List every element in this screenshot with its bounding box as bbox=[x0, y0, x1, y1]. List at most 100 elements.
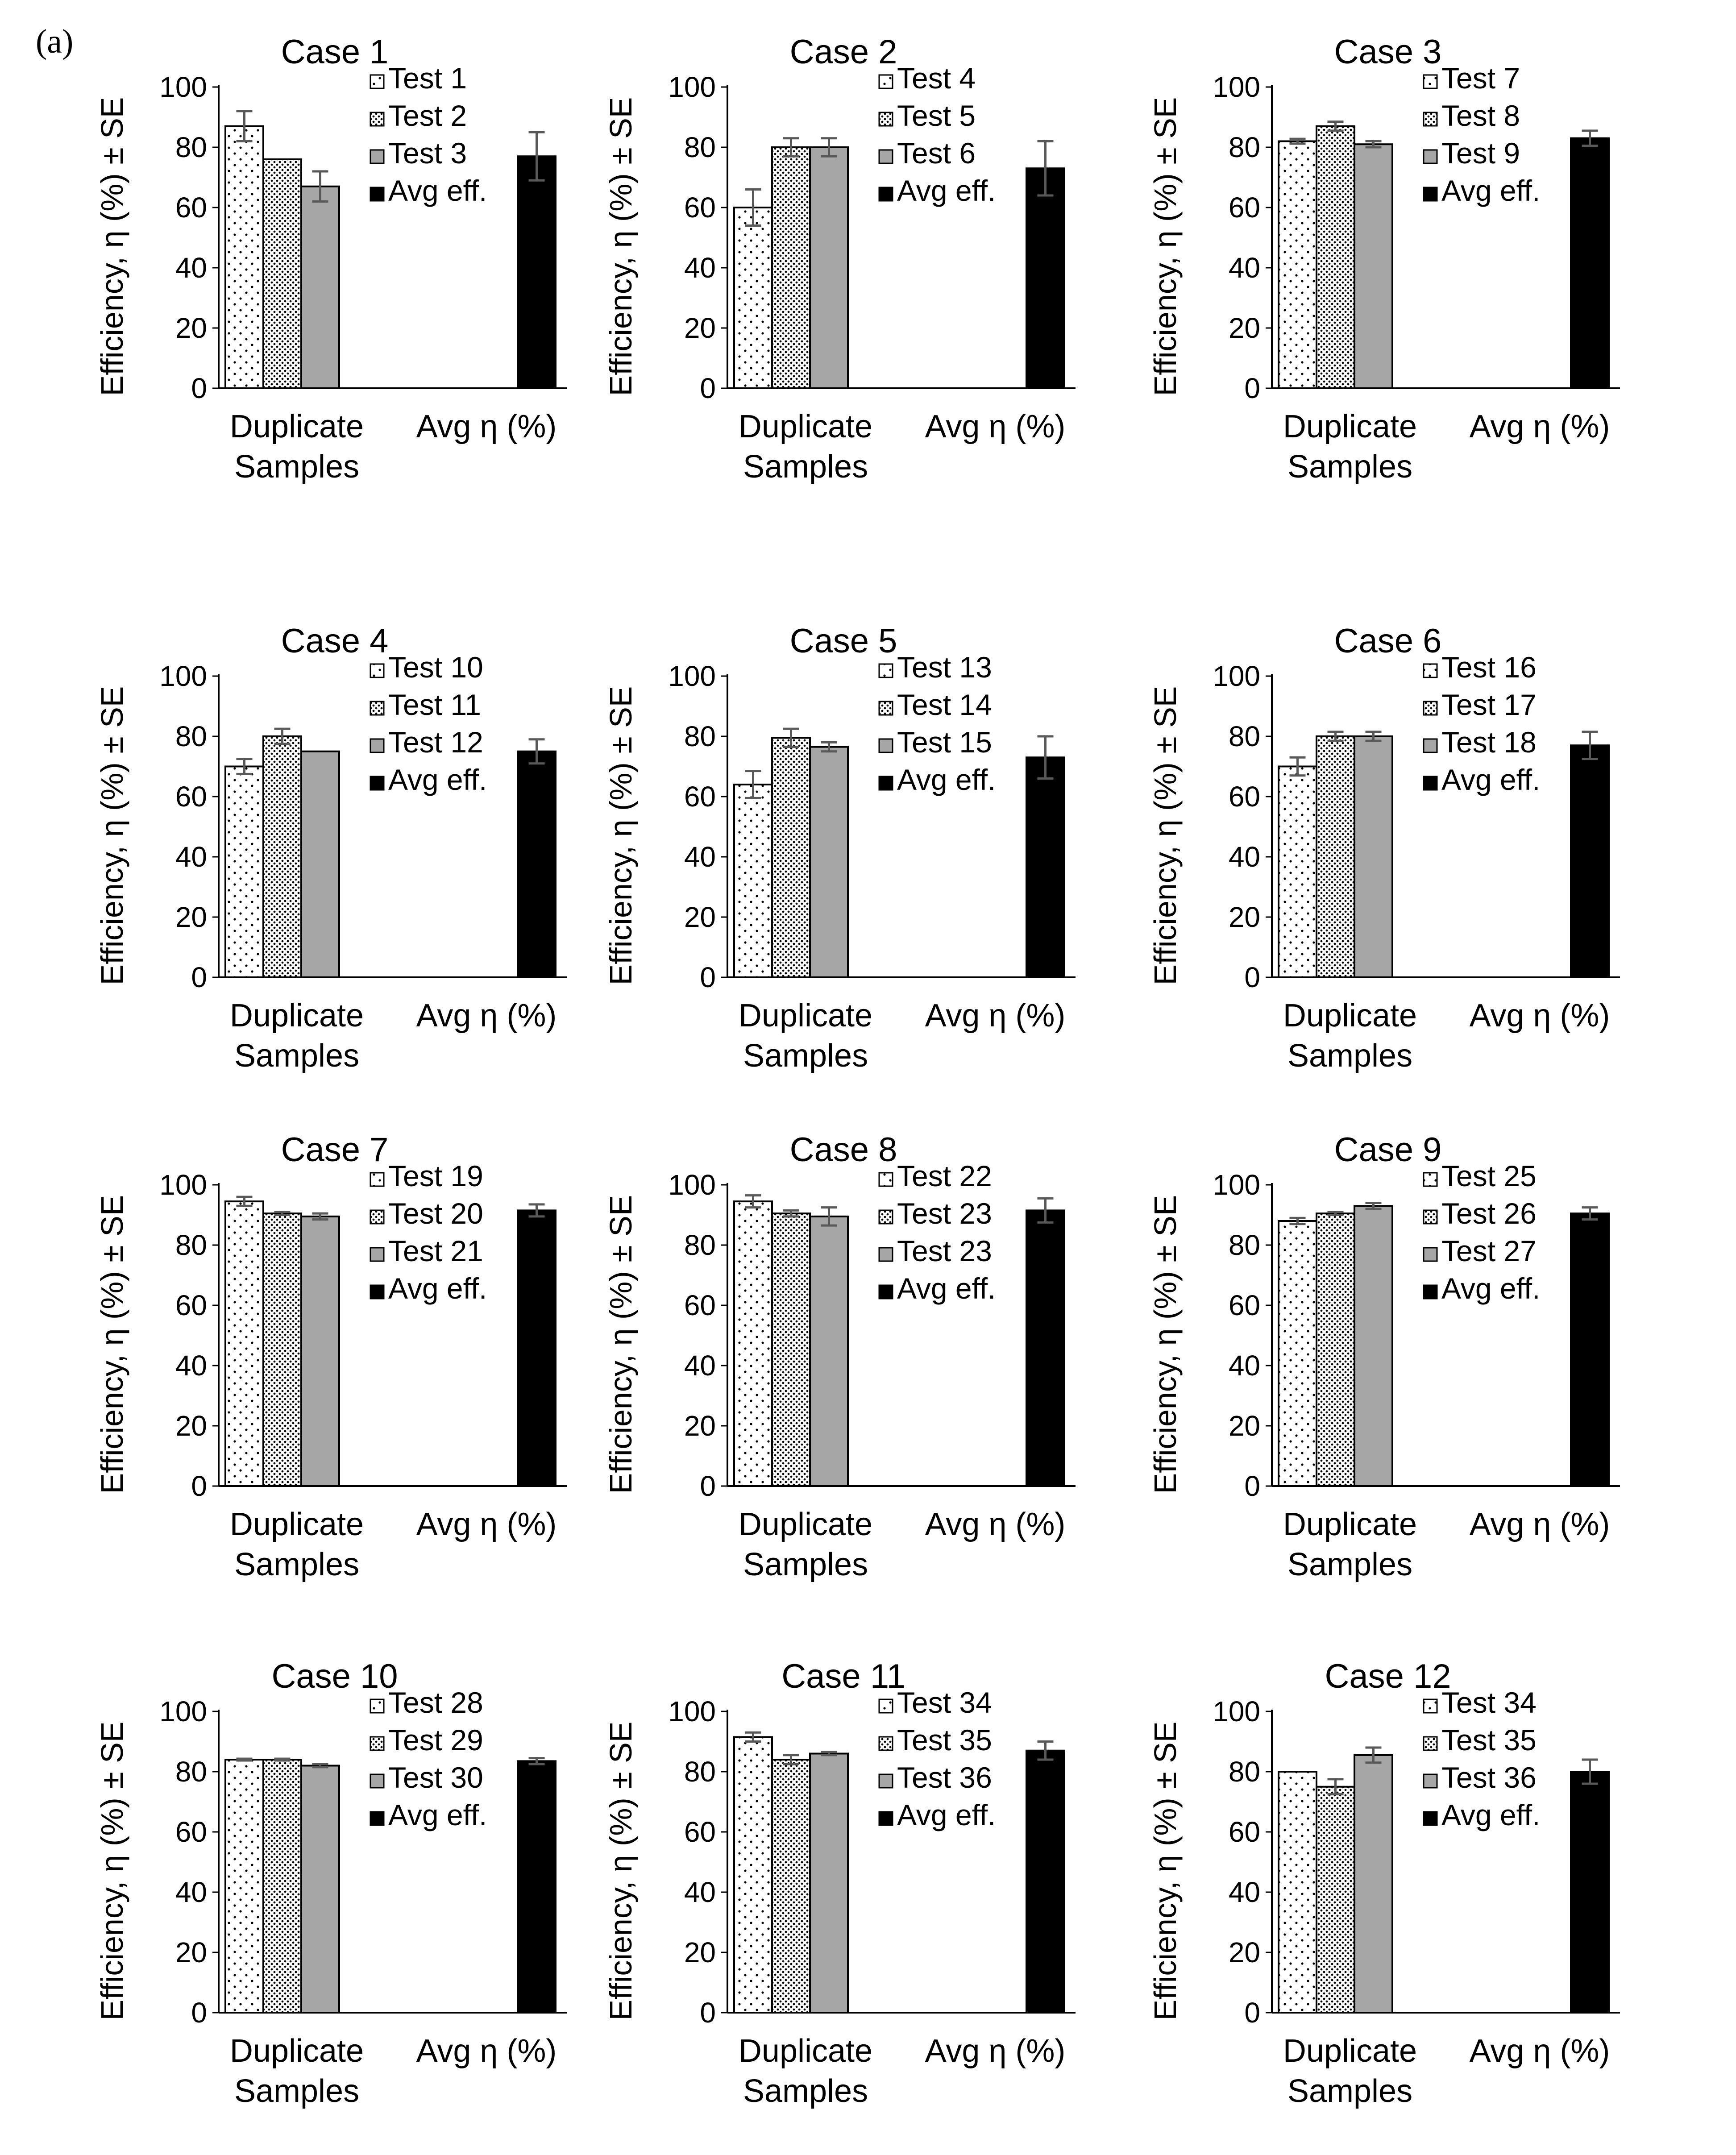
legend-label: Test 30 bbox=[388, 1761, 483, 1794]
legend-label: Test 14 bbox=[897, 688, 992, 721]
y-tick-label: 0 bbox=[700, 1997, 716, 2029]
chart-title: Case 1 bbox=[281, 33, 389, 71]
y-tick-label: 0 bbox=[1244, 961, 1260, 993]
y-tick-label: 40 bbox=[175, 252, 207, 284]
y-tick-label: 20 bbox=[1229, 1410, 1260, 1442]
y-tick-label: 80 bbox=[684, 720, 716, 752]
y-tick-label: 100 bbox=[1213, 71, 1260, 103]
x-category-label: Duplicate bbox=[739, 1507, 872, 1542]
bar-avg-eff- bbox=[517, 750, 557, 978]
chart-title: Case 10 bbox=[271, 1657, 398, 1695]
chart-title: Case 8 bbox=[790, 1131, 897, 1169]
legend-swatch bbox=[1423, 738, 1438, 753]
legend-swatch bbox=[1423, 1172, 1438, 1187]
x-category-label: Samples bbox=[1287, 2073, 1412, 2109]
y-tick-label: 20 bbox=[1229, 312, 1260, 344]
x-category-label: Avg η (%) bbox=[416, 998, 557, 1034]
bar-test-1 bbox=[224, 125, 264, 389]
legend-swatch bbox=[878, 1209, 893, 1225]
chart-title: Case 7 bbox=[281, 1131, 389, 1169]
bar-avg-eff- bbox=[1570, 1212, 1610, 1487]
legend-swatch bbox=[1423, 1773, 1438, 1789]
x-category-label: Duplicate bbox=[1283, 2033, 1417, 2069]
y-tick-label: 0 bbox=[191, 961, 207, 993]
bar-test-21 bbox=[300, 1215, 340, 1487]
x-category-label: Duplicate bbox=[1283, 1507, 1417, 1542]
legend-swatch bbox=[370, 112, 385, 127]
chart-case-8: Case 8 Efficiency, η (%) ± SE 0 20 40 60 80 100… bbox=[603, 1131, 1076, 1582]
bar-test-30 bbox=[300, 1765, 340, 2014]
legend-swatch bbox=[370, 776, 385, 791]
y-tick-label: 100 bbox=[668, 660, 716, 692]
legend-swatch bbox=[878, 701, 893, 716]
bar-avg-eff- bbox=[517, 155, 557, 389]
bar-test-35 bbox=[771, 1759, 811, 2014]
bar-avg-eff- bbox=[1570, 1771, 1610, 2014]
legend-label: Avg eff. bbox=[897, 1798, 996, 1831]
chart-title: Case 4 bbox=[281, 622, 389, 660]
bar-test-34 bbox=[1278, 1771, 1317, 2014]
x-category-label: Samples bbox=[234, 1038, 359, 1074]
legend-label: Test 36 bbox=[897, 1761, 992, 1794]
y-tick-label: 80 bbox=[175, 1756, 207, 1788]
legend-swatch bbox=[1423, 1698, 1438, 1714]
legend-label: Test 19 bbox=[388, 1159, 483, 1192]
legend-label: Test 7 bbox=[1441, 62, 1520, 95]
x-category-label: Avg η (%) bbox=[416, 2033, 557, 2069]
bar-test-13 bbox=[733, 784, 773, 978]
legend-swatch bbox=[878, 112, 893, 127]
y-tick-label: 60 bbox=[1229, 191, 1260, 224]
bar-avg-eff- bbox=[1026, 1749, 1065, 2014]
y-axis-label: Efficiency, η (%) ± SE bbox=[1148, 1722, 1183, 2021]
legend-label: Test 34 bbox=[897, 1686, 992, 1719]
y-tick-label: 80 bbox=[175, 1229, 207, 1261]
y-tick-label: 100 bbox=[159, 71, 207, 103]
legend-swatch bbox=[370, 1811, 385, 1826]
y-tick-label: 100 bbox=[668, 1695, 716, 1727]
bar-test-4 bbox=[733, 207, 773, 389]
legend-label: Test 36 bbox=[1441, 1761, 1537, 1794]
y-tick-label: 20 bbox=[1229, 901, 1260, 933]
bar-avg-eff- bbox=[1570, 744, 1610, 978]
bar-test-10 bbox=[224, 765, 264, 978]
x-category-label: Duplicate bbox=[739, 409, 872, 444]
y-tick-label: 100 bbox=[1213, 1169, 1260, 1201]
bar-avg-eff- bbox=[1570, 137, 1610, 389]
legend-label: Test 35 bbox=[1441, 1723, 1537, 1756]
y-tick-label: 60 bbox=[684, 1289, 716, 1321]
legend-label: Test 15 bbox=[897, 726, 992, 759]
chart-title: Case 6 bbox=[1334, 622, 1442, 660]
bar-avg-eff- bbox=[1026, 167, 1065, 389]
y-tick-label: 80 bbox=[684, 1229, 716, 1261]
bar-test-12 bbox=[300, 750, 340, 978]
x-category-label: Avg η (%) bbox=[1470, 998, 1610, 1034]
x-category-label: Avg η (%) bbox=[925, 409, 1066, 444]
legend-label: Avg eff. bbox=[1441, 763, 1540, 796]
x-category-label: Avg η (%) bbox=[416, 1507, 557, 1542]
legend-label: Avg eff. bbox=[388, 174, 487, 207]
bar-test-16 bbox=[1278, 765, 1317, 978]
bar-test-25 bbox=[1278, 1220, 1317, 1487]
y-tick-label: 40 bbox=[684, 1876, 716, 1908]
x-category-label: Duplicate bbox=[739, 2033, 872, 2069]
legend-swatch bbox=[1423, 1247, 1438, 1262]
legend-swatch bbox=[878, 776, 893, 791]
chart-case-2: Case 2 Efficiency, η (%) ± SE 0 20 40 60 80 100… bbox=[603, 33, 1076, 485]
y-axis-label: Efficiency, η (%) ± SE bbox=[1148, 686, 1183, 985]
y-tick-label: 20 bbox=[175, 901, 207, 933]
legend-label: Test 23 bbox=[897, 1234, 992, 1267]
y-tick-label: 100 bbox=[159, 1169, 207, 1201]
legend-label: Avg eff. bbox=[1441, 1272, 1540, 1305]
y-tick-label: 60 bbox=[684, 191, 716, 224]
chart-title: Case 5 bbox=[790, 622, 897, 660]
legend-swatch bbox=[1423, 187, 1438, 202]
legend-label: Avg eff. bbox=[897, 1272, 996, 1305]
y-tick-label: 60 bbox=[1229, 1816, 1260, 1848]
y-tick-label: 40 bbox=[175, 841, 207, 873]
bar-test-27 bbox=[1354, 1205, 1393, 1487]
y-tick-label: 60 bbox=[684, 1816, 716, 1848]
bar-test-6 bbox=[809, 146, 849, 389]
legend-swatch bbox=[370, 1172, 385, 1187]
y-tick-label: 100 bbox=[159, 660, 207, 692]
